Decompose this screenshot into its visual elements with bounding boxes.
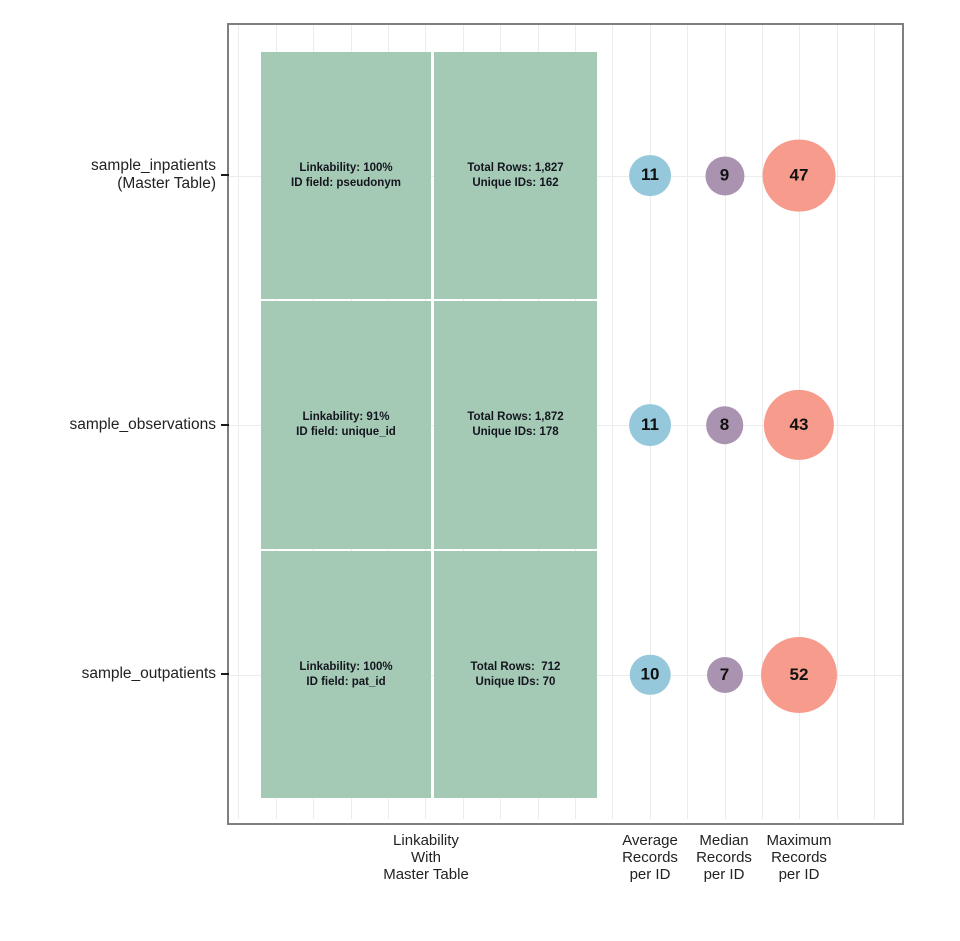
bubble-maximum-records: 52 [761, 636, 837, 713]
x-axis-label-median: Median Records per ID [696, 832, 752, 883]
tile-linkability: Linkability: 100% ID field: pseudonym [261, 52, 431, 299]
gridline-vertical [762, 25, 763, 819]
bubble-maximum-records: 47 [762, 139, 836, 212]
x-axis-label-linkability: Linkability With Master Table [383, 832, 469, 883]
y-axis-label: sample_outpatients [81, 665, 216, 682]
tile-stats: Total Rows: 1,827 Unique IDs: 162 [434, 52, 597, 299]
bubble-average-records: 11 [629, 404, 671, 446]
bubble-average-records: 11 [629, 154, 671, 197]
bubble-maximum-records: 43 [763, 389, 835, 461]
bubble-median-records: 7 [706, 656, 743, 693]
y-axis-tick [221, 424, 229, 426]
x-axis-label-maximum: Maximum Records per ID [766, 832, 832, 883]
tile-linkability: Linkability: 91% ID field: unique_id [261, 301, 431, 549]
y-axis-label: sample_observations [69, 416, 216, 433]
tile-stats: Total Rows: 1,872 Unique IDs: 178 [434, 301, 597, 549]
gridline-vertical [612, 25, 614, 819]
gridline-vertical [874, 25, 876, 819]
bubble-average-records: 10 [629, 654, 671, 695]
bubble-median-records: 9 [704, 155, 745, 196]
x-axis-label-average: Average Records per ID [622, 832, 678, 883]
tile-linkability: Linkability: 100% ID field: pat_id [261, 551, 431, 798]
gridline-vertical [238, 25, 240, 819]
tile-stats: Total Rows: 712 Unique IDs: 70 [434, 551, 597, 798]
bubble-median-records: 8 [705, 406, 744, 444]
y-axis-tick [221, 673, 229, 675]
y-axis-label: sample_inpatients (Master Table) [91, 157, 216, 192]
y-axis-tick [221, 174, 229, 176]
gridline-vertical [836, 25, 838, 819]
gridline-vertical [687, 25, 689, 819]
